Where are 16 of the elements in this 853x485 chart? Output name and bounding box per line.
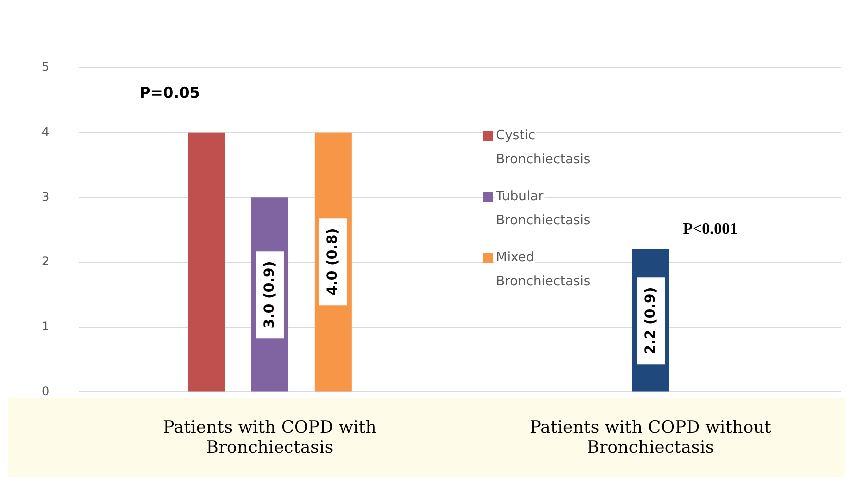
data-label: 4.0 (0.8) (319, 218, 348, 306)
legend-label: Cystic Bronchiectasis (496, 128, 591, 168)
y-tick-label: 0 (42, 384, 50, 398)
legend-label: Mixed Bronchiectasis (496, 250, 591, 290)
x-tick-label: Patients with COPD with Bronchiectasis (163, 418, 377, 458)
data-label: 3.0 (0.9) (256, 251, 284, 338)
annotation: P<0.001 (683, 221, 738, 238)
y-tick-label: 3 (42, 190, 50, 204)
x-tick-label: Patients with COPD without Bronchiectasis (530, 418, 772, 458)
y-tick-label: 5 (42, 60, 50, 74)
legend-label: Tubular Bronchiectasis (495, 189, 591, 228)
y-tick-label: 4 (42, 124, 50, 139)
y-tick-label: 1 (42, 319, 50, 334)
y-tick-label: 2 (42, 254, 50, 269)
data-label: 2.2 (0.9) (636, 276, 665, 364)
annotation: P=0.05 (140, 84, 200, 102)
